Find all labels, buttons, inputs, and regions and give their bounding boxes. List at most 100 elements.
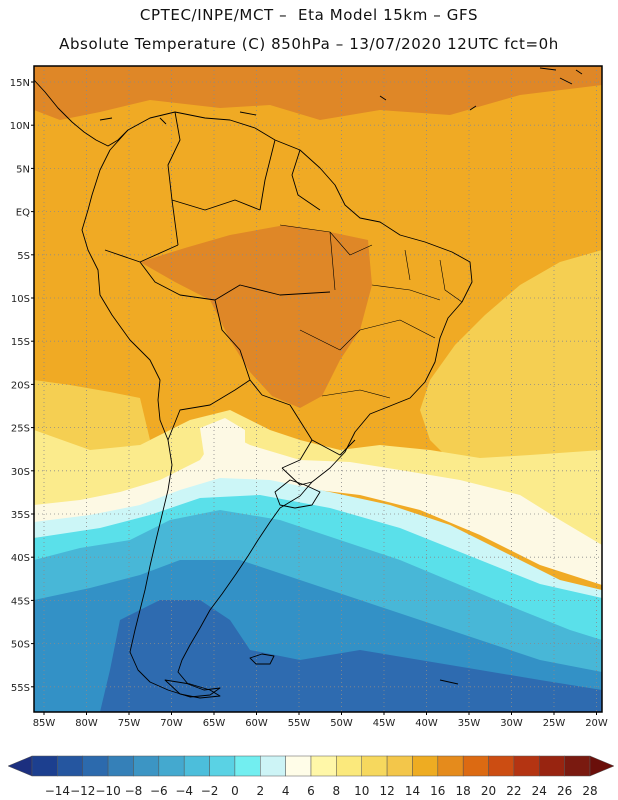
lat-label: 15N	[10, 78, 30, 89]
colorbar-label: 2	[256, 784, 264, 798]
colorbar-label: 4	[282, 784, 290, 798]
colorbar-swatch	[209, 755, 236, 777]
south-georgia	[439, 679, 459, 685]
lat-label: 10N	[10, 121, 30, 132]
tierra-del-fuego	[164, 679, 221, 699]
latitude-labels: 15N 10N 5N EQ 5S 10S 15S 20S 25S 30S 35S 40S 45S 50S 5…	[10, 78, 34, 694]
lon-label: 65W	[203, 718, 226, 729]
colorbar-swatch	[82, 755, 109, 777]
lon-label: 30W	[500, 718, 523, 729]
colorbar-swatch	[107, 755, 134, 777]
colorbar-swatch	[31, 755, 58, 777]
colorbar-under-arrow	[7, 755, 33, 777]
lon-label: 50W	[330, 718, 353, 729]
coastlines	[34, 67, 583, 699]
central-america-coastline	[34, 79, 129, 147]
field-cream-patch	[200, 418, 245, 470]
colorbar-swatch	[488, 755, 515, 777]
lon-label: 55W	[288, 718, 311, 729]
lon-label: 35W	[458, 718, 481, 729]
colorbar-over-arrow	[589, 755, 615, 777]
lat-label: 35S	[11, 510, 30, 521]
colorbar-swatch	[310, 755, 337, 777]
falklands	[249, 653, 275, 665]
colorbar	[7, 755, 615, 777]
colorbar-label: 0	[231, 784, 239, 798]
colorbar-swatch	[539, 755, 565, 777]
colorbar-swatch	[564, 755, 591, 777]
colorbar-swatch	[158, 755, 185, 777]
lat-label: 10S	[11, 294, 30, 305]
map-frame	[33, 65, 603, 713]
lat-label: 55S	[11, 683, 30, 694]
lon-label: 45W	[373, 718, 396, 729]
lat-label: 30S	[11, 467, 30, 478]
field-yellow-east	[420, 250, 602, 472]
lat-label: EQ	[16, 208, 30, 219]
lon-label: 20W	[585, 718, 608, 729]
colorbar-label: 26	[557, 784, 572, 798]
lat-label: 45S	[11, 596, 30, 607]
field-blue-dark	[100, 600, 602, 712]
lat-label: 5N	[16, 164, 30, 175]
colorbar-label: −14	[45, 784, 70, 798]
colorbar-label: 6	[307, 784, 315, 798]
colorbar-label: 10	[354, 784, 369, 798]
colorbar-label: 20	[481, 784, 496, 798]
colorbar-label: −8	[125, 784, 143, 798]
lat-label: 40S	[11, 553, 30, 564]
colorbar-labels: −14 −12 −10 −8 −6 −4 −2 0 2 4 6 8 10 12 14 16 18 20 22 24 26…	[45, 784, 598, 798]
field-warm-dark-center	[140, 225, 372, 408]
colorbar-swatch	[361, 755, 388, 777]
colorbar-label: −2	[201, 784, 219, 798]
lon-label: 80W	[75, 718, 98, 729]
colorbar-label: 24	[532, 784, 547, 798]
colorbar-swatch	[437, 755, 464, 777]
colorbar-label: 12	[379, 784, 394, 798]
title-line-2: Absolute Temperature (C) 850hPa – 13/07/…	[59, 35, 559, 53]
colorbar-swatch	[285, 755, 312, 777]
lon-label: 70W	[160, 718, 183, 729]
lon-label: 40W	[415, 718, 438, 729]
field-pale-yellow	[34, 410, 602, 560]
lon-label: 85W	[33, 718, 56, 729]
colorbar-swatch	[260, 755, 286, 777]
colorbar-label: −4	[175, 784, 193, 798]
rio-de-la-plata	[274, 479, 321, 509]
colorbar-label: 28	[582, 784, 597, 798]
country-borders	[104, 111, 356, 486]
colorbar-label: −10	[95, 784, 120, 798]
lon-label: 60W	[245, 718, 268, 729]
colorbar-label: 8	[333, 784, 341, 798]
colorbar-label: 22	[506, 784, 521, 798]
field-warm-dark-north	[34, 66, 602, 120]
colorbar-label: −12	[70, 784, 95, 798]
lon-label: 75W	[118, 718, 141, 729]
colorbar-swatch	[183, 755, 210, 777]
colorbar-swatch	[57, 755, 83, 777]
graticule	[34, 66, 602, 712]
colorbar-swatch	[336, 755, 362, 777]
colorbar-label: 16	[430, 784, 445, 798]
state-borders	[279, 224, 463, 399]
temperature-field	[34, 66, 602, 712]
lat-label: 20S	[11, 380, 30, 391]
caribbean-islands	[99, 67, 583, 125]
colorbar-label: −6	[150, 784, 168, 798]
lat-label: 15S	[11, 337, 30, 348]
south-america-coastline	[81, 111, 473, 698]
lat-label: 50S	[11, 640, 30, 651]
colorbar-swatch	[513, 755, 540, 777]
longitude-labels: 85W 80W 75W 70W 65W 60W 55W 50W 45W 40W 35W 30W 25W 2…	[33, 712, 608, 729]
colorbar-swatch	[462, 755, 489, 777]
colorbar-swatch	[412, 755, 439, 777]
colorbar-label: 14	[405, 784, 420, 798]
lat-label: 5S	[17, 251, 30, 262]
colorbar-swatch	[133, 755, 160, 777]
colorbar-swatch	[386, 755, 413, 777]
title-line-1: CPTEC/INPE/MCT – Eta Model 15km – GFS	[139, 6, 479, 24]
lat-label: 25S	[11, 424, 30, 435]
lon-label: 25W	[543, 718, 566, 729]
colorbar-label: 18	[456, 784, 471, 798]
